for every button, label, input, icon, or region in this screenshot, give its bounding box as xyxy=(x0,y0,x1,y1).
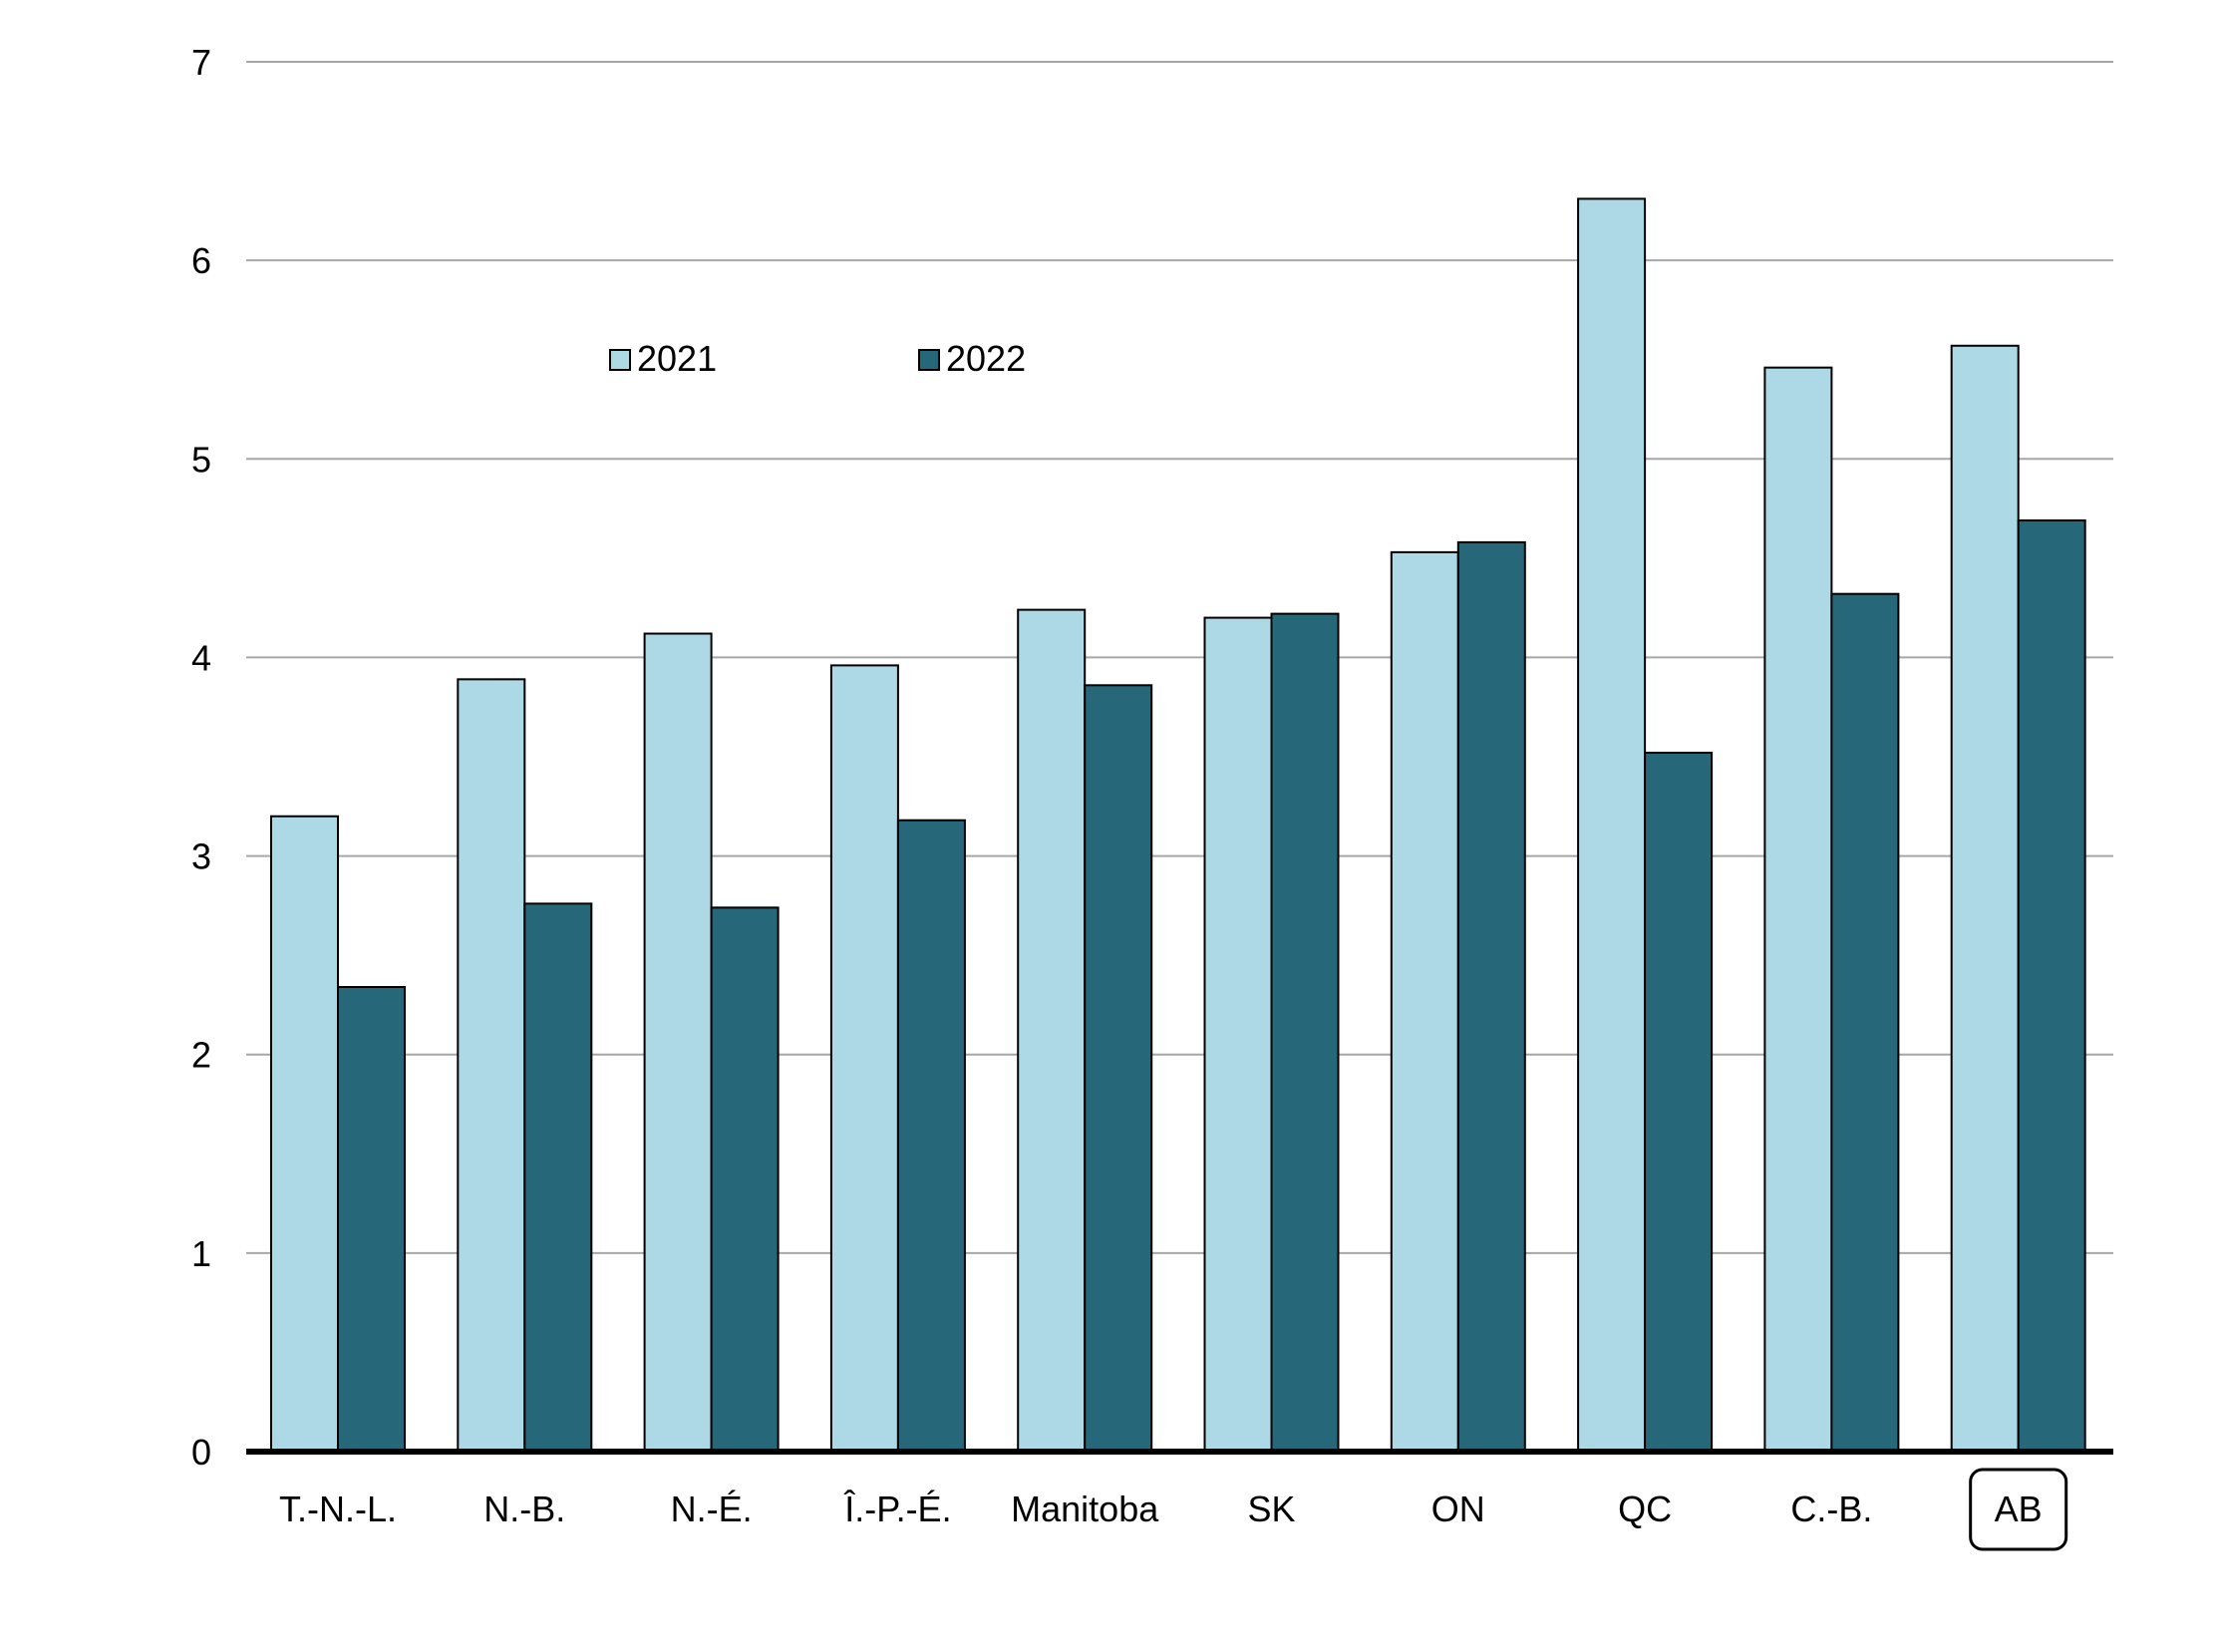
bar-2021-N.-É. xyxy=(643,632,713,1453)
bar-2021-QC xyxy=(1577,197,1647,1453)
bar-2022-T.-N.-L. xyxy=(337,986,406,1454)
y-tick-label: 5 xyxy=(191,439,211,480)
bar-2021-Î.-P.-É. xyxy=(829,664,899,1453)
x-category-label: T.-N.-L. xyxy=(279,1488,397,1529)
y-tick-label: 4 xyxy=(191,637,211,678)
bar-2021-SK xyxy=(1203,616,1273,1453)
x-axis-labels: T.-N.-L. N.-B. N.-É. Î.-P.-É. Manitoba SK ON QC… xyxy=(279,1468,2068,1551)
bar-2022-SK xyxy=(1270,612,1340,1453)
legend-label: 2021 xyxy=(637,338,717,379)
y-tick-label: 3 xyxy=(191,836,211,877)
x-category-label: SK xyxy=(1247,1488,1295,1529)
highlight-box xyxy=(1969,1468,2068,1551)
bar-2022-QC xyxy=(1644,752,1714,1453)
legend: 2021 2022 xyxy=(609,338,1026,379)
bar-2022-N.-B. xyxy=(523,902,593,1453)
bar-2022-N.-É. xyxy=(710,906,780,1453)
bar-2021-T.-N.-L. xyxy=(270,815,339,1453)
x-category-label: AB xyxy=(1995,1488,2043,1529)
x-category-label: C.-B. xyxy=(1790,1488,1872,1529)
y-tick-label: 6 xyxy=(191,240,211,281)
legend-swatch-2022 xyxy=(918,349,940,371)
y-tick-label: 7 xyxy=(191,42,211,83)
bar-2022-AB xyxy=(2017,519,2086,1453)
x-category-label: Î.-P.-É. xyxy=(843,1488,951,1529)
y-tick-label: 1 xyxy=(191,1233,211,1274)
legend-label: 2022 xyxy=(946,338,1026,379)
bar-2021-ON xyxy=(1390,550,1459,1453)
bar-2022-Î.-P.-É. xyxy=(896,819,966,1453)
bar-2021-C.-B. xyxy=(1763,366,1833,1453)
y-tick-label: 2 xyxy=(191,1035,211,1076)
y-tick-label: 0 xyxy=(191,1432,211,1473)
legend-swatch-2021 xyxy=(609,349,631,371)
bars xyxy=(270,197,2086,1454)
bar-2022-ON xyxy=(1456,540,1526,1453)
bar-2021-Manitoba xyxy=(1017,608,1087,1453)
bar-2021-AB xyxy=(1950,344,2020,1453)
bar-2021-N.-B. xyxy=(457,678,526,1453)
x-category-label: N.-B. xyxy=(483,1488,565,1529)
x-category-label: QC xyxy=(1618,1488,1672,1529)
x-category-label: N.-É. xyxy=(671,1488,753,1529)
x-category-label: ON xyxy=(1431,1488,1485,1529)
bar-2022-C.-B. xyxy=(1830,592,1900,1453)
x-category-label: Manitoba xyxy=(1011,1488,1159,1529)
bar-2022-Manitoba xyxy=(1084,684,1153,1453)
y-axis-ticks: 0 1 2 3 4 5 6 7 xyxy=(191,42,211,1473)
